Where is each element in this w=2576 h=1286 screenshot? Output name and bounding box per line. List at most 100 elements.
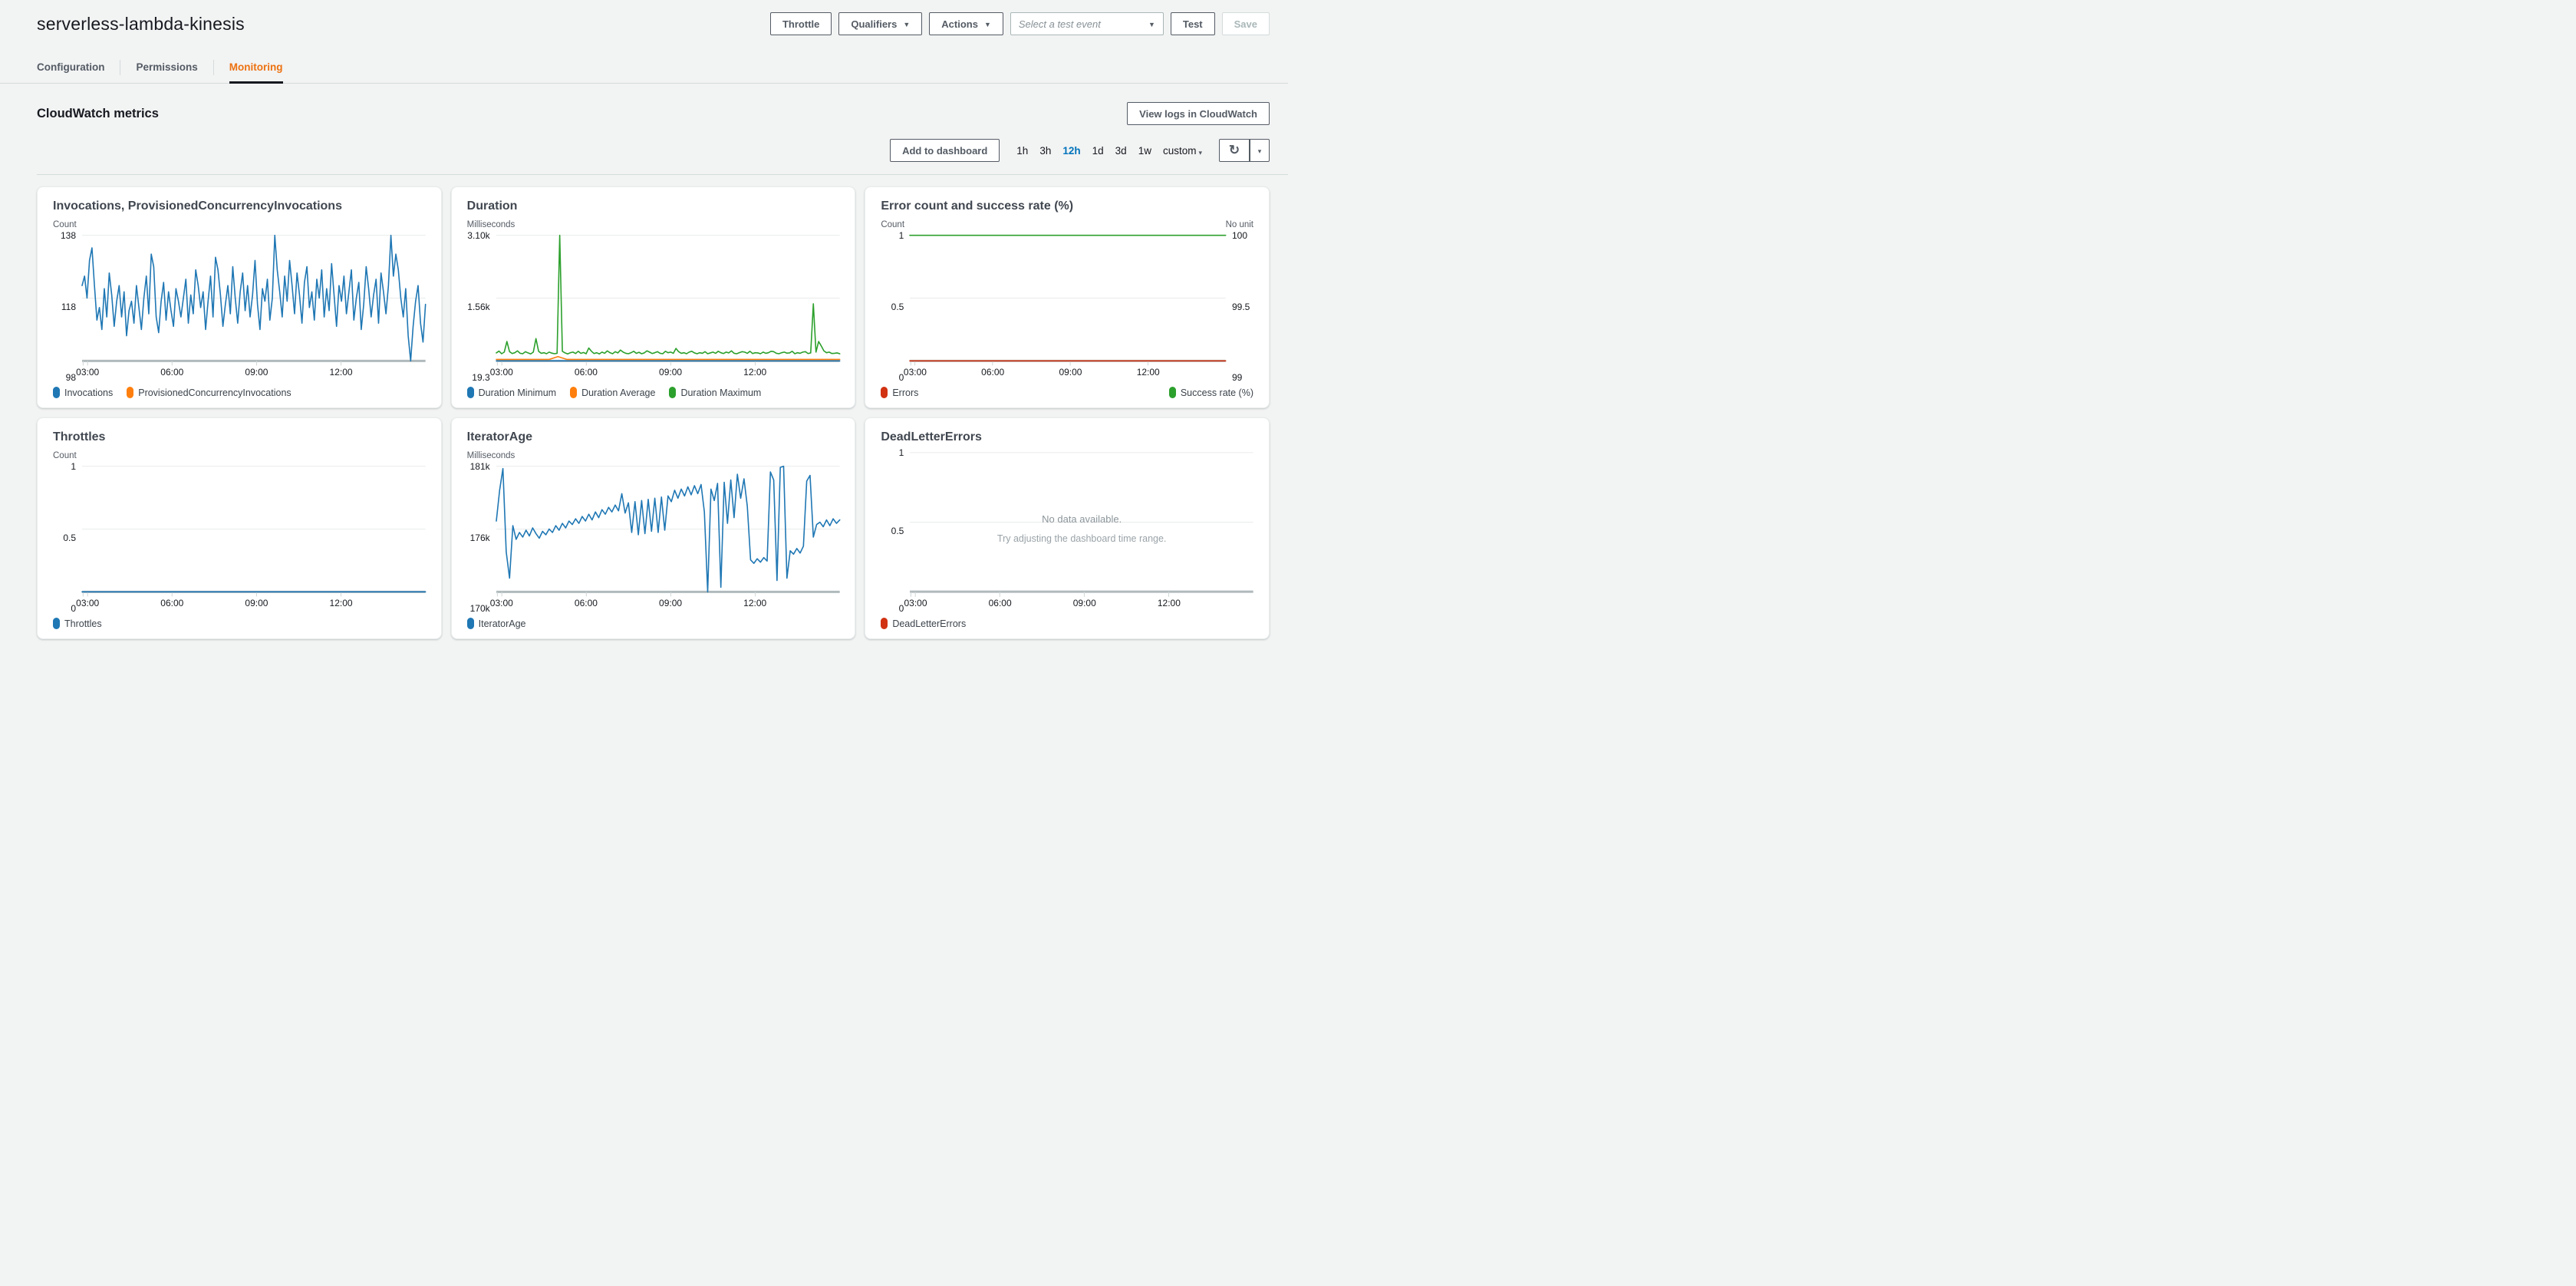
legend-item-errors: Errors [881, 387, 918, 398]
range-1h[interactable]: 1h [1016, 144, 1029, 157]
series-line-duration-maximum [496, 236, 840, 354]
chart-canvas [82, 234, 426, 362]
qualifiers-button[interactable]: Qualifiers ▼ [838, 12, 923, 35]
y-axis-left: 1 0.5 0 [881, 447, 910, 614]
legend-color-pill [881, 387, 888, 398]
chart-canvas [910, 234, 1226, 362]
chart-card-throttles: Throttles Count 1 0.5 0 03:00 06:00 09:00 12:00 T… [37, 417, 442, 639]
chart-legend: Errors Success rate (%) [881, 387, 1253, 398]
y-tick-label: 0.5 [891, 525, 904, 536]
range-custom[interactable]: custom ▾ [1162, 144, 1202, 157]
chart-title: Throttles [53, 430, 106, 444]
chart-title: Error count and success rate (%) [881, 199, 1074, 213]
legend-color-pill [127, 387, 134, 398]
plot-area [82, 465, 426, 593]
legend-label: Success rate (%) [1180, 387, 1253, 398]
series-line-iteratorage [496, 467, 840, 592]
x-tick-label: 06:00 [160, 598, 184, 608]
y-axis-right: 100 99.5 99 [1226, 230, 1253, 383]
no-data-message: No data available. Try adjusting the dash… [910, 513, 1253, 544]
y-axis-left: 138 118 98 [53, 230, 82, 383]
charts-grid: Invocations, ProvisionedConcurrencyInvoc… [37, 186, 1270, 639]
plot-area: No data available. Try adjusting the dash… [910, 451, 1253, 593]
legend-label: Errors [892, 387, 919, 398]
legend-group-right: Success rate (%) [1168, 387, 1253, 398]
chevron-down-icon: ▾ [1257, 147, 1262, 155]
plot-area [82, 234, 426, 362]
legend-item-deadlettererrors: DeadLetterErrors [881, 618, 966, 629]
no-data-line1: No data available. [1042, 513, 1122, 526]
x-axis-labels: 03:00 06:00 09:00 12:00 [904, 362, 1226, 379]
view-logs-button-label: View logs in CloudWatch [1139, 107, 1257, 120]
plot-column: 03:00 06:00 09:00 12:00 [76, 465, 426, 610]
y-axis-unit-label: Milliseconds [466, 220, 516, 229]
legend-item-duration-average: Duration Average [570, 387, 655, 398]
tab-configuration[interactable]: Configuration [37, 61, 105, 73]
legend-label: Duration Minimum [478, 387, 557, 398]
view-logs-button[interactable]: View logs in CloudWatch [1127, 102, 1270, 125]
legend-label: DeadLetterErrors [892, 618, 967, 629]
chart-legend: DeadLetterErrors [881, 618, 1253, 629]
chart-title: Invocations, ProvisionedConcurrencyInvoc… [53, 199, 342, 213]
add-to-dashboard-button[interactable]: Add to dashboard [890, 139, 1000, 162]
y-axis-left: 1 0.5 0 [881, 230, 910, 383]
section-title: CloudWatch metrics [37, 106, 159, 120]
chart-title: DeadLetterErrors [881, 430, 982, 444]
x-tick-label: 12:00 [329, 598, 353, 608]
chart-canvas [910, 451, 1253, 593]
chart-card-invocations: Invocations, ProvisionedConcurrencyInvoc… [37, 186, 442, 408]
refresh-icon: ↻ [1228, 143, 1240, 157]
plot-area [910, 234, 1226, 362]
x-tick-label: 06:00 [160, 367, 184, 378]
range-1w[interactable]: 1w [1138, 144, 1151, 157]
range-1d[interactable]: 1d [1092, 144, 1104, 157]
x-tick-label: 09:00 [659, 598, 683, 608]
plot-column: No data available. Try adjusting the dash… [904, 451, 1253, 610]
legend-item-success-rate-: Success rate (%) [1168, 387, 1253, 398]
axis-unit-row: Count [53, 220, 426, 229]
test-event-select[interactable]: Select a test event ▼ [1010, 12, 1164, 35]
test-event-placeholder: Select a test event [1018, 18, 1101, 30]
y-tick-label: 170k [469, 603, 490, 615]
plot-area [496, 465, 840, 593]
y-tick-label: 0 [898, 372, 904, 384]
series-line-invocations [82, 236, 426, 361]
range-3h[interactable]: 3h [1039, 144, 1052, 157]
chart-title: Duration [466, 199, 518, 213]
y-tick-label: 0.5 [63, 532, 76, 543]
test-button[interactable]: Test [1170, 12, 1215, 35]
tab-permissions[interactable]: Permissions [136, 61, 198, 73]
y-tick-label: 100 [1232, 229, 1248, 241]
plot-row: 181k 176k 170k 03:00 06:00 09:00 12:00 [467, 461, 840, 614]
y-axis-left: 1 0.5 0 [53, 461, 82, 614]
y-tick-label: 0 [71, 603, 76, 615]
legend-color-pill [881, 618, 888, 629]
legend-label: Invocations [64, 387, 114, 398]
legend-color-pill [466, 618, 474, 629]
chart-card-deadlettererrors: DeadLetterErrors 1 0.5 0 No data available. T… [865, 417, 1270, 639]
y-tick-label: 99 [1232, 372, 1243, 384]
chevron-down-icon: ▼ [983, 20, 991, 28]
lambda-monitoring-page: serverless-lambda-kinesis Throttle Quali… [0, 0, 1288, 643]
x-tick-label: 03:00 [76, 367, 100, 378]
legend-item-invocations: Invocations [53, 387, 113, 398]
x-tick-label: 06:00 [574, 598, 598, 608]
axis-unit-row: Milliseconds [467, 451, 840, 460]
range-12h[interactable]: 12h [1062, 144, 1081, 157]
plot-column: 03:00 06:00 09:00 12:00 [490, 234, 840, 379]
y-tick-label: 1 [898, 229, 904, 241]
refresh-options-button[interactable]: ▾ [1250, 139, 1270, 162]
x-tick-label: 09:00 [245, 598, 268, 608]
actions-button[interactable]: Actions ▼ [929, 12, 1003, 35]
refresh-split-button: ↻ ▾ [1219, 139, 1270, 162]
tab-monitoring[interactable]: Monitoring [229, 52, 283, 84]
throttle-button[interactable]: Throttle [769, 12, 832, 35]
chart-legend: Invocations ProvisionedConcurrencyInvocat… [53, 387, 426, 398]
range-3d[interactable]: 3d [1115, 144, 1127, 157]
plot-row: 1 0.5 0 03:00 06:00 09:00 12:00 [53, 461, 426, 614]
save-button[interactable]: Save [1221, 12, 1270, 35]
chart-title: IteratorAge [466, 430, 533, 444]
refresh-button[interactable]: ↻ [1219, 139, 1250, 162]
header-actions: Throttle Qualifiers ▼ Actions ▼ Select a… [769, 12, 1270, 35]
y-tick-label: 99.5 [1232, 301, 1250, 312]
